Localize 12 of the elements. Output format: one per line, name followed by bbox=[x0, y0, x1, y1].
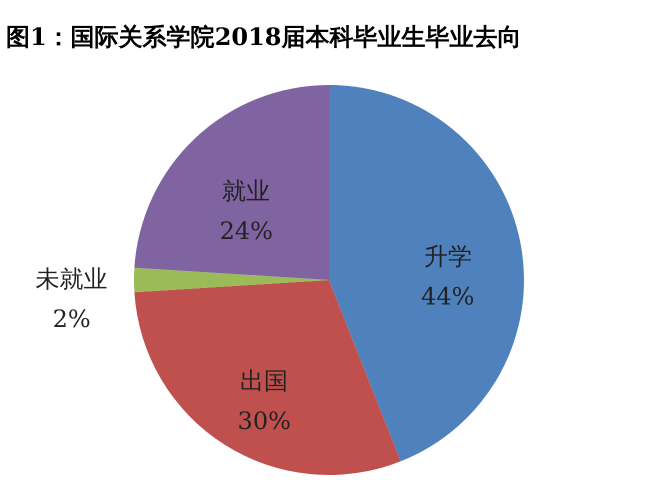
slice-label: 升学 bbox=[424, 242, 472, 270]
data-label: 30% bbox=[238, 407, 291, 436]
slice-label: 未就业 bbox=[36, 265, 108, 293]
data-label: 24% bbox=[220, 216, 273, 245]
slice-label: 就业 bbox=[222, 176, 270, 205]
slice-label: 出国 bbox=[240, 367, 288, 396]
data-label: 2% bbox=[52, 305, 91, 333]
pie-slice bbox=[134, 280, 401, 475]
pie-slice bbox=[329, 85, 524, 462]
data-label: 44% bbox=[421, 282, 474, 310]
pie-slice bbox=[134, 85, 329, 280]
chart-title: 图1：国际关系学院2018届本科毕业生毕业去向 bbox=[6, 22, 522, 51]
